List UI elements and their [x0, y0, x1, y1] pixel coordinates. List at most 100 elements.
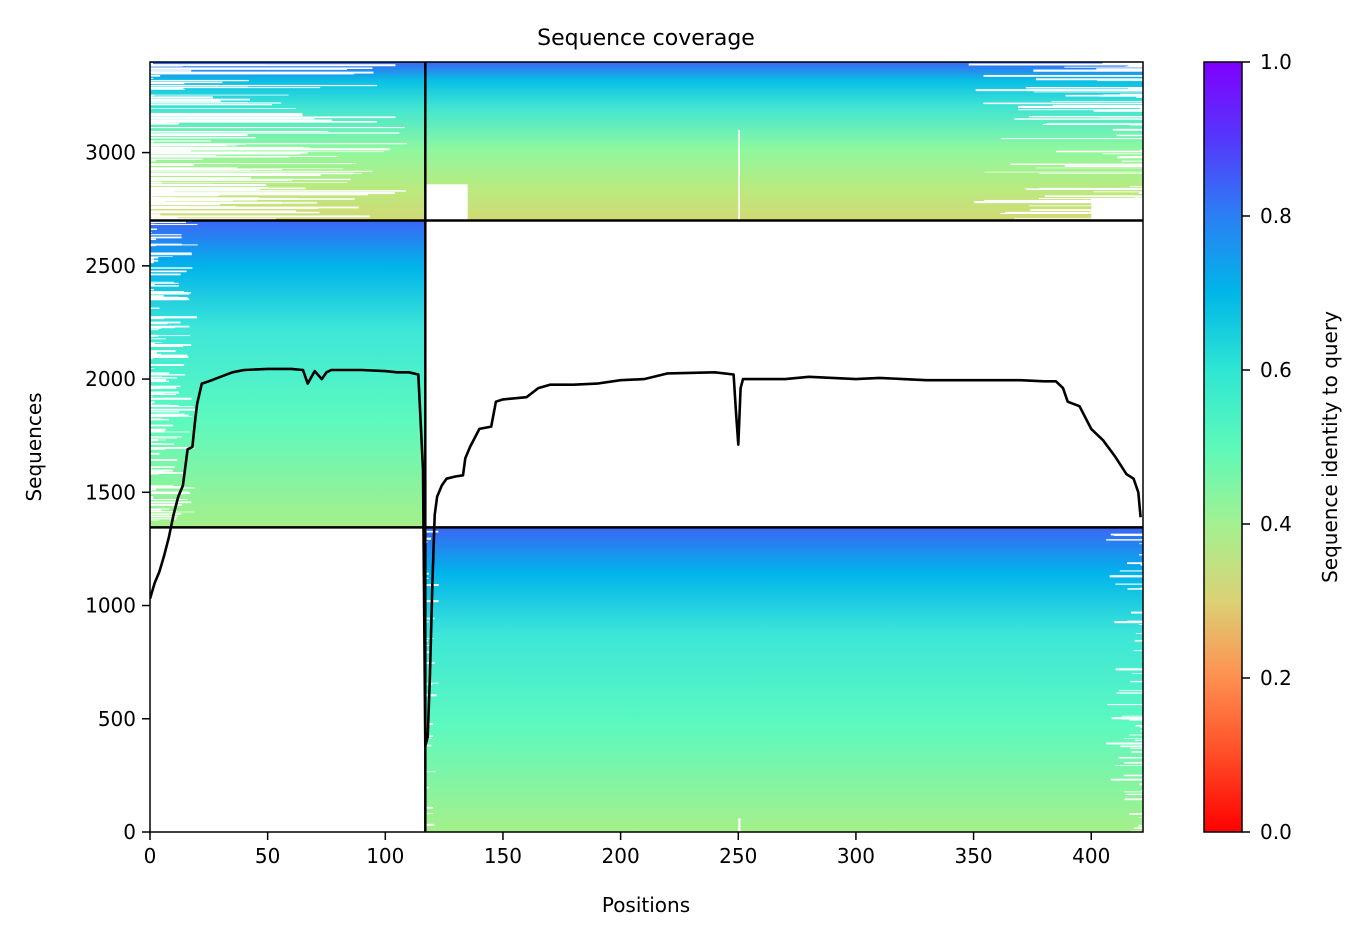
gap-streak [150, 409, 195, 411]
gap-streak [1125, 66, 1143, 67]
gap-streak [1130, 130, 1143, 131]
gap-streak [150, 499, 188, 500]
gap-streak [150, 156, 288, 157]
gap-streak [150, 274, 181, 276]
gap-streak [150, 120, 270, 121]
gap-streak [150, 308, 160, 309]
gap-streak [150, 322, 161, 324]
gap-streak [1135, 640, 1143, 642]
gap-streak [425, 694, 436, 696]
gap-streak [1045, 195, 1143, 197]
gap-streak [984, 172, 1143, 173]
gap-streak [150, 508, 169, 509]
gap-streak [150, 188, 306, 190]
gap-streak [1110, 575, 1143, 577]
gap-streak [150, 354, 161, 355]
gap-streak [1118, 743, 1143, 744]
y-tick-label: 1500 [85, 480, 136, 504]
gap-streak [150, 514, 168, 516]
gap-streak [1118, 757, 1143, 758]
gap-streak [1110, 109, 1143, 110]
gap-column [738, 818, 740, 832]
gap-streak [150, 73, 354, 75]
gap-streak [150, 190, 406, 192]
gap-streak [1127, 562, 1143, 564]
y-tick-label: 2000 [85, 367, 136, 391]
gap-streak [1136, 725, 1143, 727]
x-axis-label: Positions [602, 893, 690, 917]
gap-streak [150, 470, 173, 472]
colorbar [1204, 62, 1242, 832]
gap-streak [1131, 612, 1143, 614]
colorbar-tick-label: 0.2 [1260, 666, 1292, 690]
gap-streak [150, 164, 194, 166]
gap-streak [150, 344, 191, 346]
gap-streak [150, 432, 190, 433]
gap-streak [1136, 97, 1143, 98]
gap-streak [1124, 762, 1143, 764]
gap-streak [150, 229, 157, 230]
gap-streak [150, 388, 161, 389]
y-tick-label: 500 [98, 707, 136, 731]
gap-streak [150, 195, 211, 196]
gap-region [1091, 198, 1143, 221]
gap-streak [976, 89, 1143, 91]
gap-streak [150, 254, 192, 255]
gap-streak [983, 103, 1143, 105]
gap-streak [150, 393, 164, 394]
gap-streak [1097, 80, 1143, 81]
gap-streak [1130, 748, 1143, 749]
x-tick-label: 400 [1072, 844, 1110, 868]
alignment-block [425, 527, 1143, 832]
gap-streak [150, 318, 164, 319]
gap-streak [1125, 798, 1143, 800]
gap-streak [150, 182, 347, 183]
x-tick-label: 200 [602, 844, 640, 868]
gap-streak [150, 512, 195, 513]
gap-streak [150, 414, 184, 415]
gap-streak [150, 80, 249, 81]
colorbar-tick-label: 0.0 [1260, 820, 1292, 844]
gap-streak [150, 411, 179, 412]
gap-streak [1115, 765, 1143, 766]
gap-streak [150, 486, 184, 487]
gap-streak [150, 356, 189, 358]
gap-streak [150, 178, 222, 179]
y-tick-label: 2500 [85, 254, 136, 278]
colorbar-tick-label: 0.6 [1260, 358, 1292, 382]
gap-streak [150, 453, 159, 455]
gap-streak [150, 146, 237, 147]
gap-streak [150, 252, 192, 254]
gap-streak [1129, 734, 1143, 735]
gap-streak [150, 167, 237, 168]
gap-streak [1111, 779, 1143, 781]
gap-streak [1056, 151, 1143, 153]
gap-streak [150, 143, 407, 144]
gap-streak [150, 419, 169, 420]
gap-streak [150, 350, 176, 352]
gap-streak [150, 282, 174, 283]
gap-streak [150, 180, 290, 181]
alignment-block [150, 221, 425, 528]
gap-column [738, 130, 740, 221]
gap-streak [150, 210, 296, 212]
gap-streak [150, 316, 197, 318]
gap-streak [150, 75, 160, 76]
gap-streak [150, 99, 250, 101]
chart-title: Sequence coverage [537, 26, 755, 51]
gap-streak [1036, 78, 1143, 80]
gap-streak [1018, 106, 1143, 108]
colorbar-tick-label: 0.4 [1260, 512, 1292, 536]
x-tick-label: 350 [954, 844, 992, 868]
gap-streak [150, 200, 257, 201]
gap-streak [150, 234, 181, 235]
gap-streak [150, 398, 191, 400]
gap-streak [1033, 70, 1143, 72]
gap-streak [1130, 186, 1143, 187]
gap-streak [150, 68, 227, 69]
gap-streak [1130, 681, 1143, 682]
gap-streak [150, 338, 166, 339]
gap-streak [150, 342, 162, 343]
gap-streak [150, 215, 160, 217]
gap-streak [150, 335, 190, 336]
